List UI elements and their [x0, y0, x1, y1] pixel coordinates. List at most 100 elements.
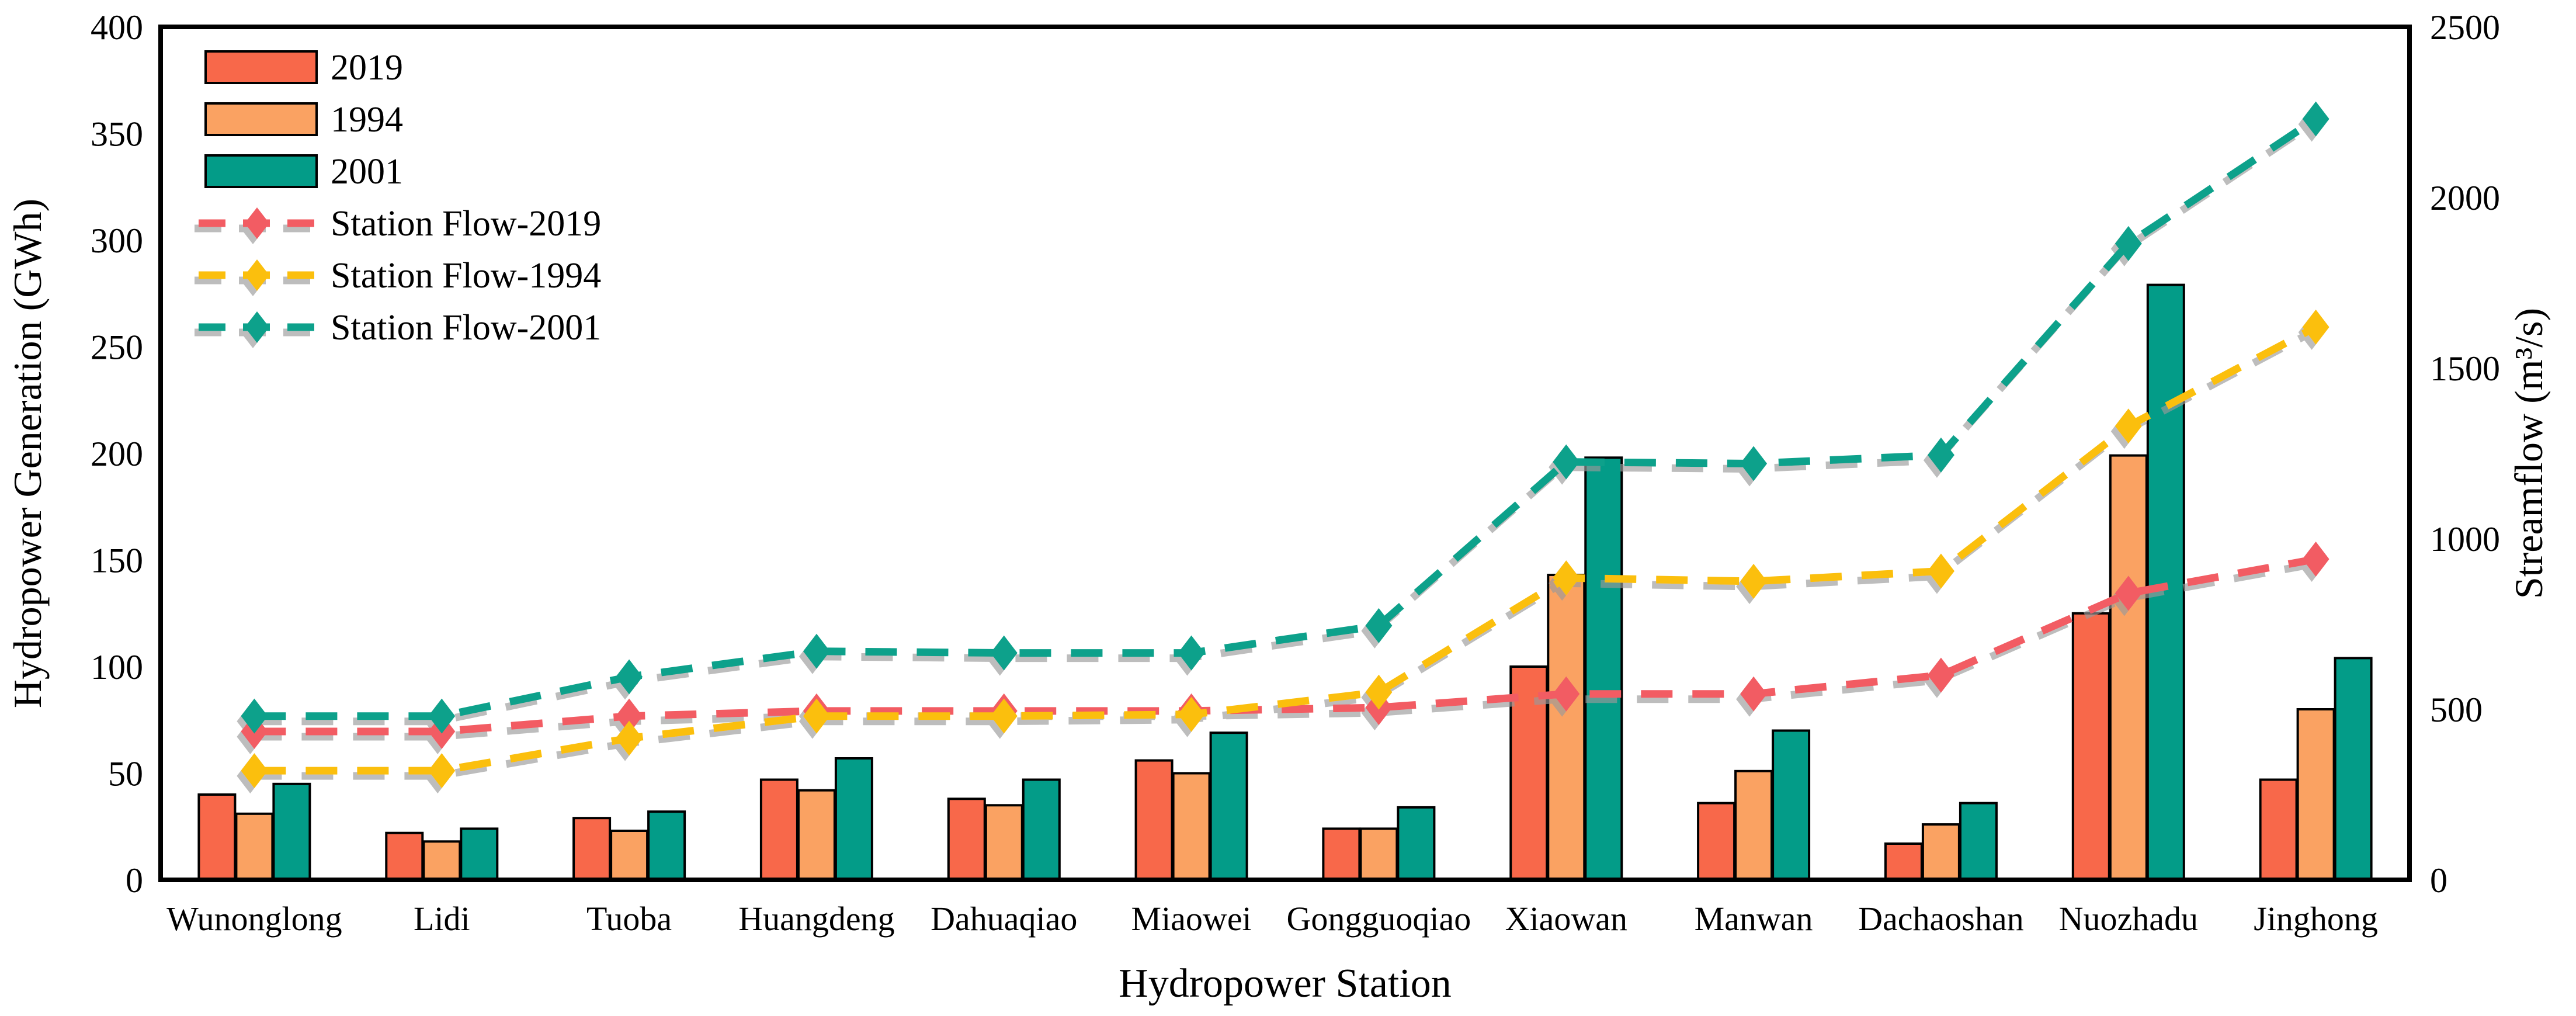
flow-line-Station Flow-2019	[254, 555, 2317, 736]
flow-line-Station Flow-1994	[254, 324, 2318, 775]
bar-2019-Jinghong	[2259, 778, 2298, 881]
bar-2019-Xiaowan	[1509, 665, 1549, 881]
left-tick-label-250: 250	[91, 328, 143, 367]
flow-marker-Station Flow-1994-Miaowei	[1178, 696, 1205, 732]
x-category-label-Dachaoshan: Dachaoshan	[1858, 900, 2023, 938]
legend-label-1994: 1994	[331, 100, 403, 140]
left-tick-label-400: 400	[91, 8, 143, 47]
flow-marker-Station Flow-2001-Xiaowan	[1553, 444, 1580, 480]
bar-1994-Tuoba	[610, 830, 649, 881]
right-tick-label-2000: 2000	[2430, 179, 2500, 217]
flow-marker-Station Flow-1994-Wunonglong	[241, 753, 268, 789]
flow-marker-Station Flow-2019-Jinghong	[2302, 542, 2329, 577]
legend-swatch-2019	[204, 50, 318, 84]
flow-marker-Station Flow-1994-Dahuaqiao	[990, 698, 1018, 734]
legend-line-samples	[199, 207, 315, 343]
legend: 2019 1994 2001 Station Flow-2019 Station Flo…	[199, 48, 601, 348]
flow-marker-Station Flow-1994-Huangdeng	[803, 698, 830, 734]
flow-marker-Station Flow-1994-Dachaoshan	[1927, 553, 1954, 589]
flow-marker-Station Flow-2001-Manwan	[1740, 446, 1768, 481]
bar-1994-Dahuaqiao	[984, 804, 1023, 882]
right-axis-title: Streamflow (m³/s)	[2506, 308, 2551, 599]
flow-marker-Station Flow-2019-Xiaowan	[1553, 676, 1580, 712]
left-axis-title: Hydropower Generation (GWh)	[5, 199, 50, 708]
legend-swatch-1994	[204, 102, 318, 136]
legend-label-Station Flow-2001: Station Flow-2001	[331, 308, 601, 348]
legend-marker-Station Flow-2001	[245, 311, 269, 343]
bar-2019-Gongguoqiao	[1322, 827, 1361, 882]
bar-2001-Miaowei	[1209, 731, 1248, 881]
x-category-label-Lidi: Lidi	[414, 900, 470, 938]
bar-2001-Tuoba	[647, 810, 686, 881]
bar-2001-Dahuaqiao	[1022, 778, 1061, 881]
left-tick-label-300: 300	[91, 221, 143, 260]
x-category-label-Gongguoqiao: Gongguoqiao	[1287, 900, 1471, 938]
bar-2019-Dachaoshan	[1884, 842, 1923, 881]
flow-marker-Station Flow-2001-Miaowei	[1178, 635, 1205, 671]
bar-2019-Nuozhadu	[2071, 612, 2110, 882]
bar-2001-Jinghong	[2334, 657, 2373, 882]
flow-marker-Station Flow-2019-Nuozhadu	[2115, 575, 2142, 611]
plot-frame	[158, 25, 2412, 882]
right-tick-label-0: 0	[2430, 861, 2447, 900]
bar-2001-Xiaowan	[1584, 456, 1623, 881]
flow-marker-Station Flow-2001-Wunonglong	[241, 698, 268, 734]
flow-marker-Station Flow-1994-Xiaowan	[1553, 560, 1580, 596]
bar-1994-Nuozhadu	[2109, 454, 2148, 881]
flow-marker-Station Flow-2001-Lidi	[428, 698, 456, 734]
right-tick-label-1500: 1500	[2430, 349, 2500, 388]
bar-2001-Huangdeng	[834, 757, 873, 881]
flow-marker-Station Flow-2001-Nuozhadu	[2115, 226, 2142, 261]
bar-2019-Miaowei	[1134, 759, 1174, 881]
x-category-label-Miaowei: Miaowei	[1131, 900, 1252, 938]
flow-marker-Station Flow-2001-Dahuaqiao	[990, 635, 1018, 671]
left-tick-label-200: 200	[91, 435, 143, 473]
legend-label-2019: 2019	[331, 48, 403, 88]
bar-1994-Dachaoshan	[1921, 823, 1960, 881]
bar-2019-Tuoba	[572, 817, 612, 881]
right-tick-label-2500: 2500	[2430, 8, 2500, 47]
flow-marker-Station Flow-2001-Gongguoqiao	[1365, 608, 1393, 643]
flow-marker-Station Flow-2001-Jinghong	[2302, 101, 2329, 137]
left-tick-label-150: 150	[91, 542, 143, 580]
bar-1994-Huangdeng	[797, 789, 836, 881]
bar-1994-Lidi	[422, 840, 461, 882]
bar-2001-Dachaoshan	[1959, 802, 1998, 881]
flow-marker-Station Flow-1994-Manwan	[1740, 564, 1768, 599]
flow-marker-Station Flow-1994-Lidi	[428, 753, 456, 789]
axis-tick-layer: 0 50 100 150 200 250 300 350 400 0 500 1000 1500 2000…	[91, 8, 2500, 938]
flow-marker-Station Flow-1994-Gongguoqiao	[1365, 674, 1393, 710]
x-category-label-Wunonglong: Wunonglong	[166, 900, 342, 938]
flow-marker-Station Flow-2001-Dachaoshan	[1927, 437, 1954, 473]
flow-marker-Station Flow-2001-Huangdeng	[803, 633, 830, 669]
bar-1994-Gongguoqiao	[1359, 827, 1398, 882]
bar-2001-Manwan	[1772, 729, 1811, 881]
legend-marker-Station Flow-2019	[245, 207, 269, 239]
flow-line-Station Flow-2001	[254, 116, 2318, 720]
left-tick-label-0: 0	[126, 861, 143, 900]
bar-2019-Huangdeng	[759, 778, 799, 881]
bar-series-layer	[197, 283, 2373, 882]
right-tick-label-1000: 1000	[2430, 520, 2500, 559]
flow-line-layer	[241, 101, 2329, 789]
x-category-label-Nuozhadu: Nuozhadu	[2059, 900, 2198, 938]
x-category-label-Manwan: Manwan	[1695, 900, 1813, 938]
flow-marker-Station Flow-1994-Nuozhadu	[2115, 408, 2142, 444]
legend-label-Station Flow-2019: Station Flow-2019	[331, 204, 601, 244]
bar-2019-Lidi	[385, 831, 424, 881]
left-tick-label-100: 100	[91, 648, 143, 686]
flow-marker-Station Flow-2019-Manwan	[1740, 676, 1768, 712]
bar-2001-Wunonglong	[272, 782, 311, 882]
left-tick-label-50: 50	[108, 755, 143, 793]
x-category-label-Xiaowan: Xiaowan	[1505, 900, 1627, 938]
bar-2019-Dahuaqiao	[947, 797, 986, 882]
legend-swatch-2001	[204, 154, 318, 188]
flow-marker-Station Flow-1994-Tuoba	[616, 720, 643, 756]
bar-2001-Lidi	[460, 827, 499, 882]
bar-1994-Miaowei	[1172, 772, 1211, 881]
bar-2019-Manwan	[1697, 802, 1736, 881]
x-category-label-Huangdeng: Huangdeng	[738, 900, 894, 938]
x-axis-title: Hydropower Station	[1119, 961, 1452, 1006]
